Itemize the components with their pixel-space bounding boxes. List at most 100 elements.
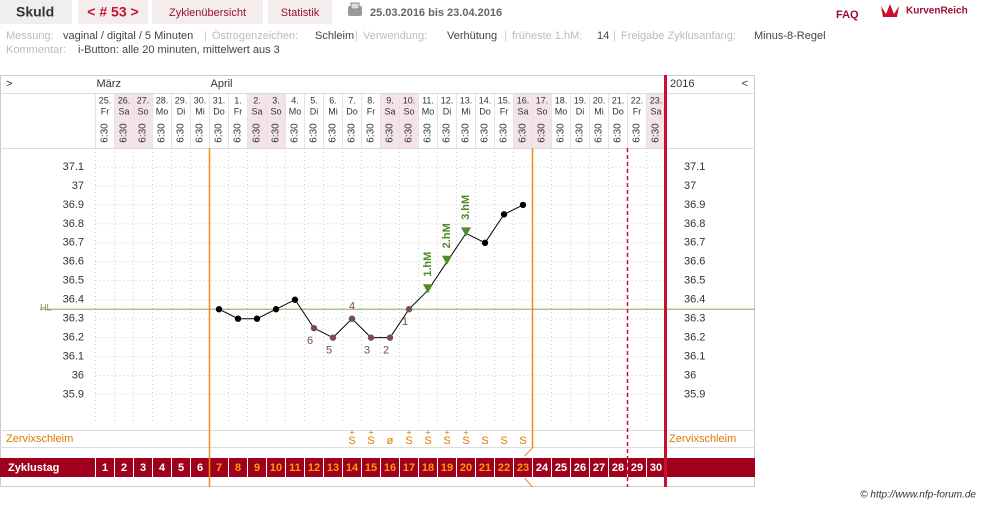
weekend-cell (380, 94, 400, 148)
mucus-plus: + (425, 427, 430, 437)
weekday-label: So (137, 106, 148, 116)
logo-text[interactable]: KurvenReich (906, 6, 968, 17)
weekday-label: Sa (384, 106, 395, 116)
weekend-cell (399, 94, 419, 148)
info-separator: | (504, 30, 507, 42)
time-label: 6:30 (366, 123, 377, 143)
date-label: 2. (253, 95, 261, 105)
weekday-label: Do (346, 106, 358, 116)
weekday-label: Do (612, 106, 624, 116)
mucus-symbol: ø (387, 435, 394, 447)
y-tick-label: 36.7 (63, 237, 84, 249)
temperature-point (519, 201, 527, 209)
date-label: 6. (329, 95, 337, 105)
tab[interactable] (268, 0, 332, 24)
hm-label: 2.hM (441, 223, 453, 248)
temperature-point (234, 315, 242, 322)
cycle-day: 4 (159, 462, 166, 474)
y-tick-label: 37.1 (63, 161, 84, 173)
date-label: 9. (386, 95, 394, 105)
mucus-plus: + (349, 427, 354, 437)
cycle-day: 23 (517, 462, 529, 474)
date-label: 5. (310, 95, 318, 105)
time-label: 6:30 (461, 123, 472, 143)
weekday-label: Fr (367, 106, 376, 116)
date-label: 30. (194, 95, 207, 105)
point-label: 2 (383, 345, 389, 357)
time-label: 6:30 (651, 123, 662, 143)
time-label: 6:30 (138, 123, 149, 143)
weekday-label: Sa (650, 106, 661, 116)
y-tick-label-right: 36.9 (684, 199, 705, 211)
info-value: vaginal / digital / 5 Minuten (63, 30, 193, 42)
cycle-day: 14 (346, 462, 359, 474)
info-label: Messung: (6, 30, 54, 42)
date-label: 7. (348, 95, 356, 105)
temperature-point (481, 239, 489, 247)
printer-paper (350, 2, 360, 10)
hm-marker (442, 255, 452, 265)
y-tick-label: 37 (72, 180, 84, 192)
date-label: 29. (175, 95, 188, 105)
info-value: Minus-8-Regel (754, 30, 826, 42)
time-label: 6:30 (613, 123, 624, 143)
info-separator: | (355, 30, 358, 42)
mucus-symbol: S (405, 435, 412, 447)
time-label: 6:30 (195, 123, 206, 143)
tab[interactable] (152, 0, 263, 24)
time-label: 6:30 (518, 123, 529, 143)
time-label: 6:30 (537, 123, 548, 143)
time-label: 6:30 (271, 123, 282, 143)
tab-label[interactable]: Statistik (281, 7, 320, 19)
info-value: Verhütung (447, 30, 497, 42)
date-label: 19. (574, 95, 587, 105)
y-tick-label-right: 36.7 (684, 237, 705, 249)
mucus-plus: + (406, 427, 411, 437)
y-tick-label-right: 36.5 (684, 275, 705, 287)
time-label: 6:30 (119, 123, 130, 143)
nav-left[interactable]: > (6, 78, 12, 90)
cycle-day: 11 (289, 462, 301, 474)
time-label: 6:30 (347, 123, 358, 143)
hm-marker (423, 284, 433, 294)
info-label: Verwendung: (363, 30, 427, 42)
cycle-day: 25 (555, 462, 567, 474)
cycle-day: 19 (441, 462, 453, 474)
temperature-point (253, 315, 261, 322)
cycle-day: 2 (121, 462, 127, 474)
logo-icon (881, 4, 899, 17)
cycle-nav[interactable]: < # 53 > (87, 4, 138, 20)
year: 2016 (670, 78, 694, 90)
weekday-label: Mi (195, 106, 205, 116)
point-label: 4 (349, 301, 355, 313)
y-tick-label-right: 37 (684, 180, 696, 192)
mucus-row-label-right: Zervixschleim (669, 433, 736, 445)
y-tick-label-right: 37.1 (684, 161, 705, 173)
mucus-plus: + (444, 427, 449, 437)
y-tick-label: 36.3 (63, 313, 84, 325)
cycle-day: 15 (365, 462, 377, 474)
weekday-label: Mi (461, 106, 471, 116)
date-label: 13. (460, 95, 473, 105)
faq-link[interactable]: FAQ (836, 9, 859, 21)
cycle-day: 29 (631, 462, 643, 474)
date-label: 8. (367, 95, 375, 105)
date-label: 14. (479, 95, 492, 105)
time-label: 6:30 (176, 123, 187, 143)
weekday-label: So (403, 106, 414, 116)
y-tick-label: 36.8 (63, 218, 84, 230)
cycle-nav-tab[interactable] (78, 0, 148, 24)
cycle-day: 8 (235, 462, 241, 474)
y-tick-label: 36.1 (63, 351, 84, 363)
cycle-day: 17 (403, 462, 415, 474)
mucus-row-label: Zervixschleim (6, 433, 73, 445)
date-label: 23. (650, 95, 663, 105)
mucus-symbol: S (462, 435, 469, 447)
date-label: 26. (118, 95, 131, 105)
time-label: 6:30 (214, 123, 225, 143)
tab-label[interactable]: Zyklenübersicht (169, 7, 246, 19)
weekday-label: Mo (289, 106, 302, 116)
nav-right[interactable]: < (742, 78, 748, 90)
hm-label: 3.hM (460, 195, 472, 220)
